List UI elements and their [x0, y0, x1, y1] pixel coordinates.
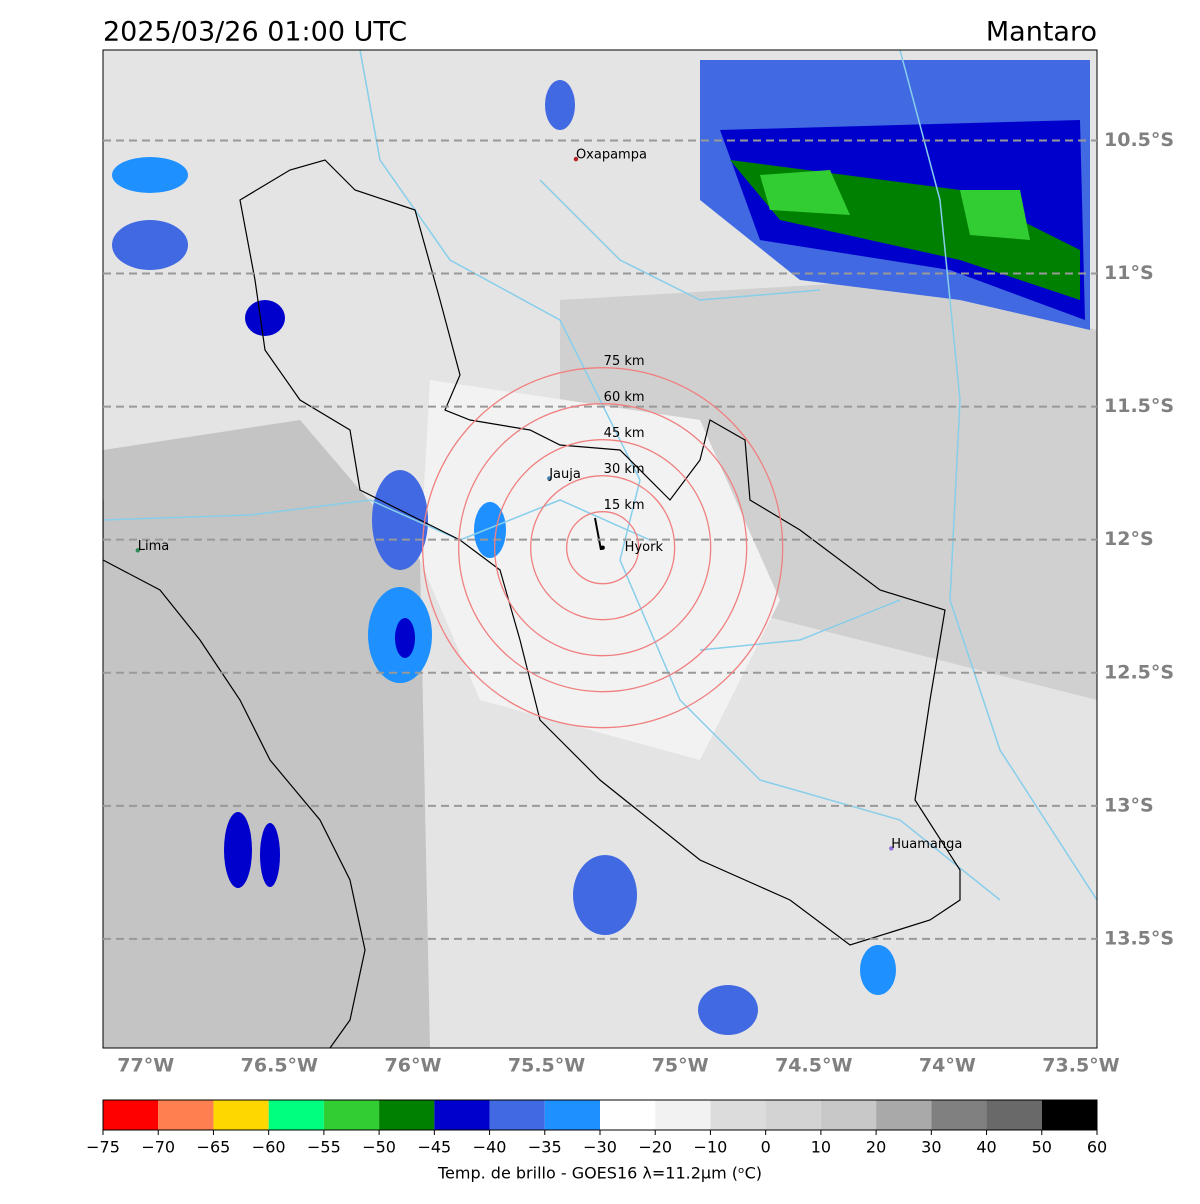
colorbar-bin	[213, 1100, 269, 1130]
colorbar-tick-label: 60	[1087, 1138, 1107, 1157]
lon-label: 74.5°W	[775, 1055, 852, 1077]
ring-label: 45 km	[604, 426, 645, 441]
colorbar-bin	[544, 1100, 600, 1130]
city-marker	[547, 476, 552, 481]
colorbar-tick-label: 20	[866, 1138, 886, 1157]
lat-label: 13.5°S	[1104, 927, 1174, 949]
lat-label: 11.5°S	[1104, 395, 1174, 417]
colorbar-label: Temp. de brillo - GOES16 λ=11.2μm (ᵒC)	[437, 1164, 762, 1183]
lon-label: 75°W	[652, 1055, 709, 1077]
dynamic-layer: 10.5°S 11°S 11.5°S 12°S 12.5°S 13°S 13.5°S 77°W…	[86, 129, 1174, 1183]
map-background	[103, 50, 1097, 1048]
lon-label: 75.5°W	[508, 1055, 585, 1077]
range-ring	[422, 367, 784, 729]
lat-label: 12°S	[1104, 528, 1154, 550]
city-label: Hyork	[625, 540, 664, 555]
lat-label: 13°S	[1104, 794, 1154, 816]
city-marker	[135, 548, 140, 553]
city-label: Huamanga	[891, 837, 962, 852]
ring-label: 75 km	[604, 354, 645, 369]
colorbar-tick-label: −50	[362, 1138, 396, 1157]
colorbar-tick-label: 0	[761, 1138, 771, 1157]
city-label: Jauja	[548, 467, 581, 482]
colorbar-tick-label: −40	[473, 1138, 507, 1157]
colorbar-tick-label: −75	[86, 1138, 120, 1157]
colorbar-tick-label: −45	[417, 1138, 451, 1157]
colorbar-tick-label: 10	[811, 1138, 831, 1157]
colorbar-tick-label: −60	[252, 1138, 286, 1157]
city-marker	[573, 156, 579, 162]
ring-label: 60 km	[604, 390, 645, 405]
colorbar-bin	[600, 1100, 656, 1130]
colorbar-tick-label: −20	[638, 1138, 672, 1157]
lon-label: 73.5°W	[1042, 1055, 1119, 1077]
title-left: 2025/03/26 01:00 UTC	[103, 17, 407, 48]
city-marker	[889, 846, 894, 851]
map-frame	[102, 49, 1098, 1049]
colorbar-tick-label: −70	[141, 1138, 175, 1157]
colorbar-tick-label: −55	[307, 1138, 341, 1157]
colorbar-tick-label: −35	[528, 1138, 562, 1157]
colorbar-bin	[434, 1100, 490, 1130]
colorbar-bin	[655, 1100, 711, 1130]
range-ring	[530, 475, 676, 621]
ring-label: 30 km	[604, 462, 645, 477]
colorbar-bin	[986, 1100, 1042, 1130]
colorbar-tick-label: −30	[583, 1138, 617, 1157]
colorbar-tick-label: 50	[1032, 1138, 1052, 1157]
colorbar-bin	[820, 1100, 877, 1130]
lat-label: 12.5°S	[1104, 661, 1174, 683]
range-ring	[458, 403, 748, 693]
colorbar-bin	[158, 1100, 214, 1130]
colorbar-bin	[268, 1100, 324, 1130]
colorbar-tick-label: 30	[921, 1138, 941, 1157]
colorbar-bin	[379, 1100, 435, 1130]
lat-label: 11°S	[1104, 262, 1154, 284]
lon-label: 76.5°W	[241, 1055, 318, 1077]
colorbar-bin	[489, 1100, 545, 1130]
colorbar-bin	[1041, 1100, 1097, 1130]
lat-label: 10.5°S	[1104, 129, 1174, 151]
colorbar-bin	[103, 1100, 159, 1130]
colorbar-tick-label: −10	[694, 1138, 728, 1157]
lon-label: 76°W	[385, 1055, 442, 1077]
colorbar-bin	[876, 1100, 932, 1130]
colorbar-bin	[323, 1100, 380, 1130]
city-label: Oxapampa	[576, 148, 647, 163]
title-right: Mantaro	[986, 17, 1097, 48]
colorbar-tick-label: 40	[976, 1138, 996, 1157]
colorbar-bin	[710, 1100, 766, 1130]
colorbar-bin	[931, 1100, 987, 1130]
ring-label: 15 km	[604, 498, 645, 513]
colorbar-tick-label: −65	[197, 1138, 231, 1157]
lon-label: 77°W	[117, 1055, 174, 1077]
range-ring	[566, 511, 640, 585]
city-label: Lima	[138, 539, 169, 554]
range-ring	[494, 439, 712, 657]
city-marker	[600, 545, 605, 550]
lon-label: 74°W	[919, 1055, 976, 1077]
colorbar-bin	[765, 1100, 821, 1130]
